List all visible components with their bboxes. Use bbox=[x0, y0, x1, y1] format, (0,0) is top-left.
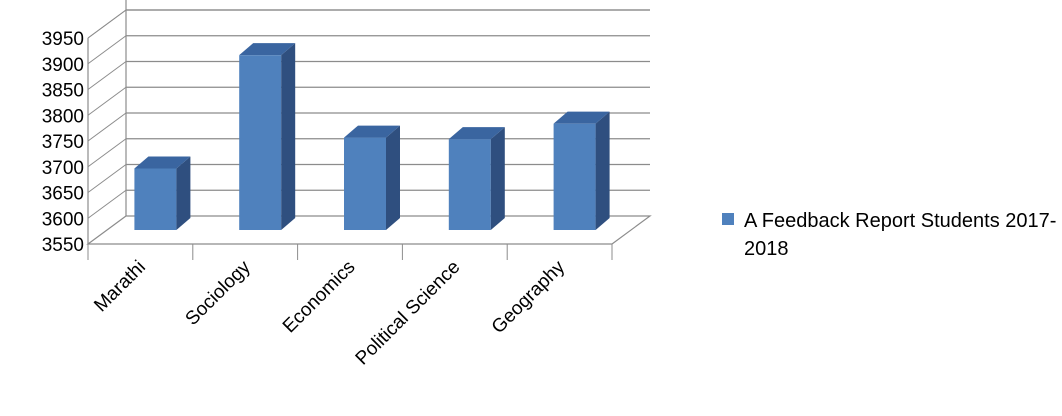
bar-front-face bbox=[448, 139, 491, 230]
bar-front-face bbox=[553, 123, 596, 230]
bar bbox=[239, 43, 296, 230]
x-tick-label: Economics bbox=[279, 257, 360, 338]
y-tick-labels: 3550 3600 3650 3700 3750 3800 3850 3900 3950 bbox=[42, 29, 84, 256]
gridline-depth bbox=[87, 35, 127, 65]
y-tick-label: 3950 bbox=[42, 29, 84, 50]
y-tick-label: 3850 bbox=[42, 81, 84, 102]
bar bbox=[448, 127, 505, 230]
gridline-depth bbox=[87, 164, 127, 193]
bar-front-face bbox=[344, 137, 386, 230]
y-tick-label: 3900 bbox=[42, 55, 84, 76]
x-tick-label: Geography bbox=[488, 256, 570, 338]
gridline-depth bbox=[87, 61, 127, 90]
bar-side-face bbox=[490, 127, 505, 230]
legend-swatch bbox=[722, 213, 734, 225]
gridline-depth bbox=[87, 189, 127, 219]
x-tick-label: Sociology bbox=[182, 256, 255, 329]
gridline-depth bbox=[87, 9, 127, 39]
legend: A Feedback Report Students 2017-2018 bbox=[722, 207, 1062, 263]
gridline-depth bbox=[87, 138, 127, 168]
bar-side-face bbox=[386, 125, 400, 230]
bar-front-face bbox=[134, 168, 177, 230]
bar-top-face bbox=[344, 125, 400, 138]
y-tick-label: 3600 bbox=[42, 209, 84, 230]
bar bbox=[553, 111, 610, 230]
bar-layer bbox=[134, 43, 610, 230]
bar-top-face bbox=[553, 111, 610, 124]
y-tick-label: 3750 bbox=[42, 132, 84, 153]
bar-side-face bbox=[595, 111, 610, 230]
y-tick-label: 3650 bbox=[42, 184, 84, 205]
y-tick-label: 3700 bbox=[42, 158, 84, 179]
bar bbox=[344, 125, 400, 230]
bar-side-face bbox=[281, 43, 296, 230]
y-tick-label: 3800 bbox=[42, 106, 84, 127]
bar bbox=[134, 156, 191, 230]
axis-layer bbox=[86, 0, 652, 260]
gridline-depth bbox=[87, 86, 127, 116]
bar-top-face bbox=[134, 156, 191, 169]
legend-label: A Feedback Report Students 2017-2018 bbox=[744, 210, 1057, 260]
x-tick-label: Political Science bbox=[352, 257, 465, 370]
bar-top-face bbox=[448, 127, 505, 140]
x-tick-label: Marathi bbox=[90, 257, 150, 317]
bar-top-face bbox=[239, 43, 296, 56]
chart-floor bbox=[86, 215, 652, 245]
bar-side-face bbox=[176, 156, 191, 230]
bar-front-face bbox=[239, 55, 282, 230]
gridline-depth bbox=[87, 112, 127, 142]
y-tick-label: 3550 bbox=[42, 235, 84, 256]
